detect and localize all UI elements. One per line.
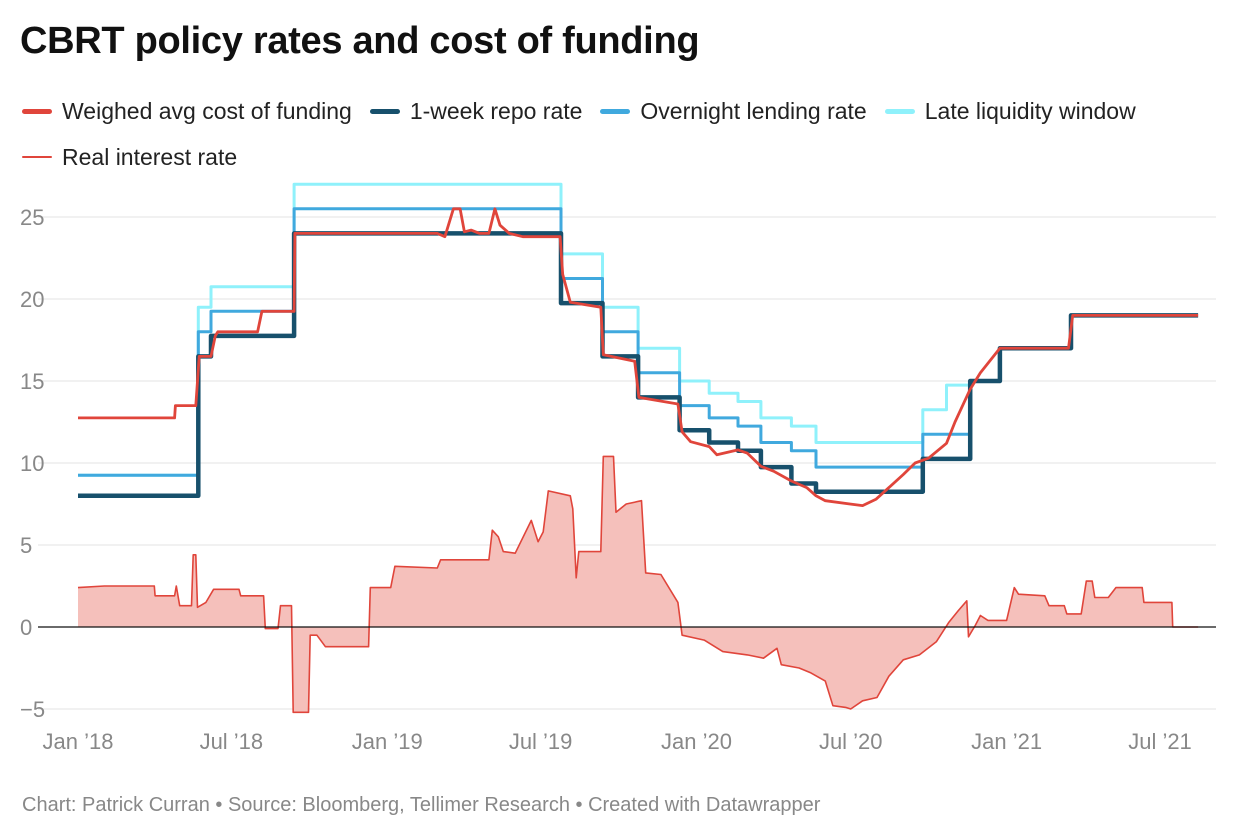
legend-label: Late liquidity window	[924, 97, 1136, 124]
grid-lines	[38, 216, 1216, 710]
y-tick-label: 0	[20, 615, 32, 640]
x-tick-label: Jul ’19	[509, 729, 573, 754]
x-tick-label: Jul ’20	[819, 729, 883, 754]
legend-label: Real interest rate	[62, 143, 238, 170]
y-tick-label: −5	[20, 697, 45, 722]
x-tick-label: Jan ’18	[43, 729, 114, 754]
legend-swatch	[600, 108, 631, 114]
y-tick-labels: −5 0 5 10 15 20 25	[20, 205, 45, 722]
legend-item-real-rate: Real interest rate	[22, 144, 237, 171]
legend-row-2: Real interest rate	[22, 141, 1222, 173]
real-rate-area	[77, 455, 1199, 714]
x-tick-labels: Jan ’18 Jul ’18 Jan ’19 Jul ’19 Jan ’20 Jul ’…	[43, 729, 1192, 754]
real-rate-line	[77, 455, 1199, 714]
series-lines	[78, 182, 1199, 507]
chart-title: CBRT policy rates and cost of funding	[20, 20, 700, 62]
legend-label: 1-week repo rate	[409, 97, 583, 124]
chart-plot: −5 0 5 10 15 20 25 Jan ’18 Jul ’18 Jan ’19 Jul ’1…	[20, 182, 1216, 754]
legend-swatch	[884, 108, 915, 114]
y-tick-label: 20	[20, 287, 44, 312]
cost-of-funding-line	[78, 207, 1199, 507]
repo-rate-line	[78, 231, 1199, 499]
legend-swatch	[22, 156, 52, 158]
y-tick-label: 10	[20, 451, 44, 476]
legend-item-late-liquidity: Late liquidity window	[884, 97, 1136, 125]
y-tick-label: 15	[20, 369, 44, 394]
x-tick-label: Jan ’19	[352, 729, 423, 754]
chart-footer: Chart: Patrick Curran • Source: Bloomber…	[22, 794, 821, 816]
legend-item-cost-of-funding: Weighed avg cost of funding	[22, 98, 352, 125]
legend-label: Weighed avg cost of funding	[62, 97, 352, 124]
legend-item-repo-rate: 1-week repo rate	[369, 97, 583, 125]
legend-swatch	[369, 108, 400, 114]
x-tick-label: Jul ’21	[1128, 729, 1192, 754]
x-tick-label: Jul ’18	[200, 729, 264, 754]
legend-label: Overnight lending rate	[640, 97, 867, 124]
x-tick-label: Jan ’21	[971, 729, 1042, 754]
legend-row-1: Weighed avg cost of funding 1-week repo …	[22, 95, 1222, 127]
legend-item-overnight-lending: Overnight lending rate	[600, 97, 867, 125]
y-tick-label: 25	[20, 205, 44, 230]
real-rate-fill	[78, 456, 1199, 713]
y-tick-label: 5	[20, 533, 32, 558]
x-tick-label: Jan ’20	[661, 729, 732, 754]
legend: Weighed avg cost of funding 1-week repo …	[22, 95, 1222, 187]
legend-swatch	[22, 108, 52, 114]
